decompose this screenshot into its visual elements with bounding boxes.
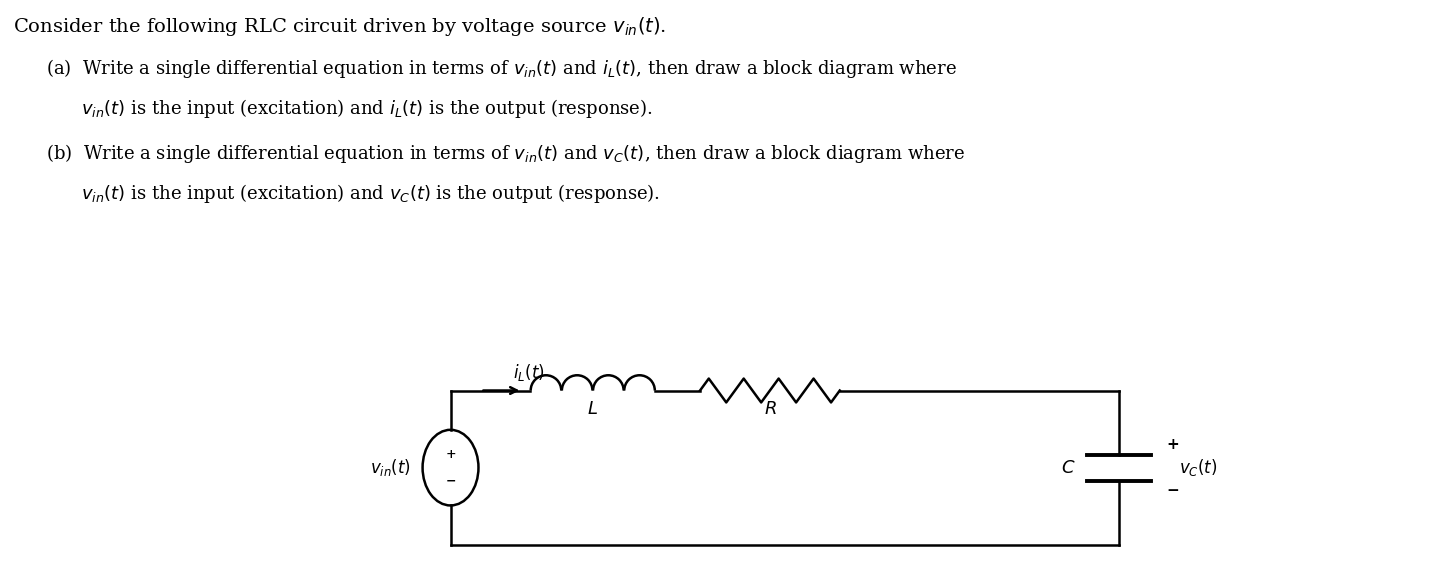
Text: (b)  Write a single differential equation in terms of $v_{in}(t)$ and $v_C(t)$, : (b) Write a single differential equation… xyxy=(46,142,966,165)
Text: (a)  Write a single differential equation in terms of $v_{in}(t)$ and $i_L(t)$, : (a) Write a single differential equation… xyxy=(46,57,957,80)
Text: $v_C(t)$: $v_C(t)$ xyxy=(1180,457,1217,478)
Text: $C$: $C$ xyxy=(1061,458,1076,476)
Text: $v_{in}(t)$ is the input (excitation) and $i_L(t)$ is the output (response).: $v_{in}(t)$ is the input (excitation) an… xyxy=(81,97,653,120)
Text: $R$: $R$ xyxy=(764,400,777,418)
Text: −: − xyxy=(445,474,456,487)
Text: $v_{in}(t)$: $v_{in}(t)$ xyxy=(370,457,410,478)
Text: $v_{in}(t)$ is the input (excitation) and $v_C(t)$ is the output (response).: $v_{in}(t)$ is the input (excitation) an… xyxy=(81,181,660,204)
Text: Consider the following RLC circuit driven by voltage source $v_{in}(t)$.: Consider the following RLC circuit drive… xyxy=(13,16,667,39)
Text: −: − xyxy=(1167,483,1178,498)
Text: $i_L(t)$: $i_L(t)$ xyxy=(513,362,544,382)
Text: +: + xyxy=(1167,437,1178,452)
Text: +: + xyxy=(445,448,456,461)
Text: $L$: $L$ xyxy=(588,400,598,418)
